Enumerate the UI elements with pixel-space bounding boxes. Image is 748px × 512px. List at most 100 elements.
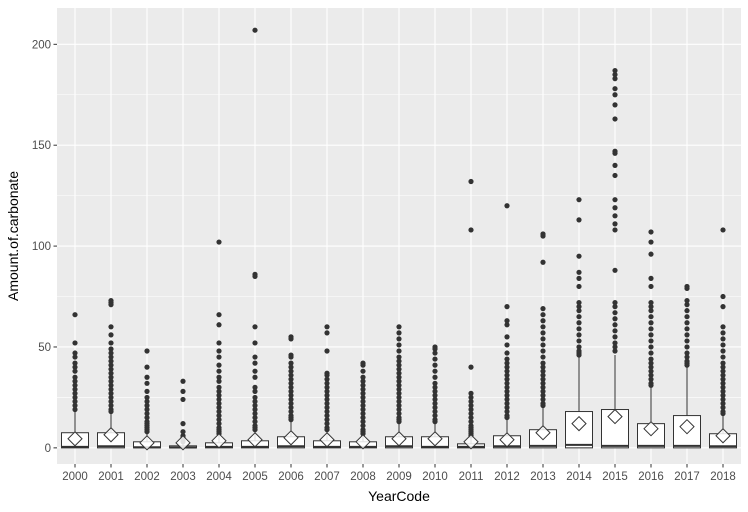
outlier-point [684,332,690,338]
x-tick-label: 2010 [422,471,448,483]
box-2001 [97,297,125,449]
outlier-point [144,414,150,421]
outlier-point [216,374,222,380]
outlier-point [648,372,654,378]
y-tick-label: 50 [38,342,51,354]
outlier-point [288,336,294,342]
outlier-point [468,406,474,413]
outlier-point [360,398,366,405]
outlier-point [396,374,402,380]
outlier-point [432,362,438,368]
outlier-point [504,304,510,310]
outlier-point [216,322,222,328]
outlier-point [504,322,510,328]
box-2009 [385,324,413,449]
outlier-point [360,382,366,388]
outlier-point [72,364,78,370]
outlier-point [612,304,618,310]
outlier-point [396,366,402,372]
x-tick-label: 2017 [674,471,700,483]
box-2005 [241,27,269,449]
outlier-point [108,398,114,405]
outlier-point [108,374,114,380]
outlier-point [720,384,726,390]
x-tick-label: 2006 [278,471,304,483]
outlier-point [108,366,114,372]
outlier-point [180,388,186,394]
outlier-point [180,429,186,435]
outlier-point [252,273,258,279]
mean-marker [463,434,479,450]
mean-marker [607,408,623,425]
outlier-point [144,374,150,380]
outlier-point [432,368,438,374]
outlier-point [612,213,618,219]
outlier-point [288,404,294,411]
box-2013 [529,231,557,449]
outlier-point [72,312,78,318]
outlier-point [144,398,150,405]
outlier-point [144,380,150,386]
outlier-point [72,360,78,366]
outlier-point [216,362,222,368]
box-2003 [169,378,197,451]
x-tick-label: 2008 [350,471,376,483]
outlier-point [252,394,258,401]
outlier-point [396,336,402,342]
outlier-point [252,388,258,394]
outlier-point [504,384,510,390]
outlier-point [72,390,78,396]
outlier-point [540,318,546,324]
outlier-point [612,334,618,340]
outlier-point [396,410,402,417]
outlier-point [396,330,402,336]
outlier-point [144,410,150,417]
outlier-point [504,318,510,324]
outlier-point [324,348,330,354]
box-2016 [637,229,665,449]
outlier-point [540,233,546,239]
outlier-point [720,364,726,370]
outlier-point [180,396,186,403]
outlier-point [504,414,510,421]
outlier-point [324,330,330,336]
outlier-point [612,348,618,354]
mean-marker [391,431,407,447]
outlier-point [360,414,366,421]
outlier-point [216,384,222,390]
box-2012 [493,203,521,449]
y-tick-label: 100 [32,241,51,253]
outlier-point [540,348,546,354]
mean-marker [571,415,587,432]
outlier-point [468,227,474,233]
outlier-point [540,330,546,336]
outlier-point [612,328,618,334]
outlier-point [108,354,114,360]
mean-marker [535,425,551,441]
outlier-point [432,392,438,398]
y-tick-label: 150 [32,140,51,152]
outlier-point [288,396,294,403]
outlier-point [648,308,654,314]
x-tick-label: 2015 [602,471,628,483]
outlier-point [540,392,546,398]
outlier-point [720,410,726,417]
outlier-point [720,342,726,348]
outlier-point [540,354,546,360]
mean-marker [67,431,83,447]
outlier-point [108,382,114,388]
outlier-point [396,390,402,396]
outlier-point [72,378,78,384]
outlier-point [504,203,510,209]
outlier-point [252,419,258,425]
outlier-point [360,419,366,425]
x-tick-label: 2001 [98,471,124,483]
outlier-point [576,283,582,290]
outlier-point [396,370,402,376]
outlier-point [252,402,258,409]
outlier-point [504,408,510,415]
outlier-point [396,324,402,330]
outlier-point [576,338,582,344]
outlier-point [324,324,330,330]
outlier-point [468,419,474,425]
